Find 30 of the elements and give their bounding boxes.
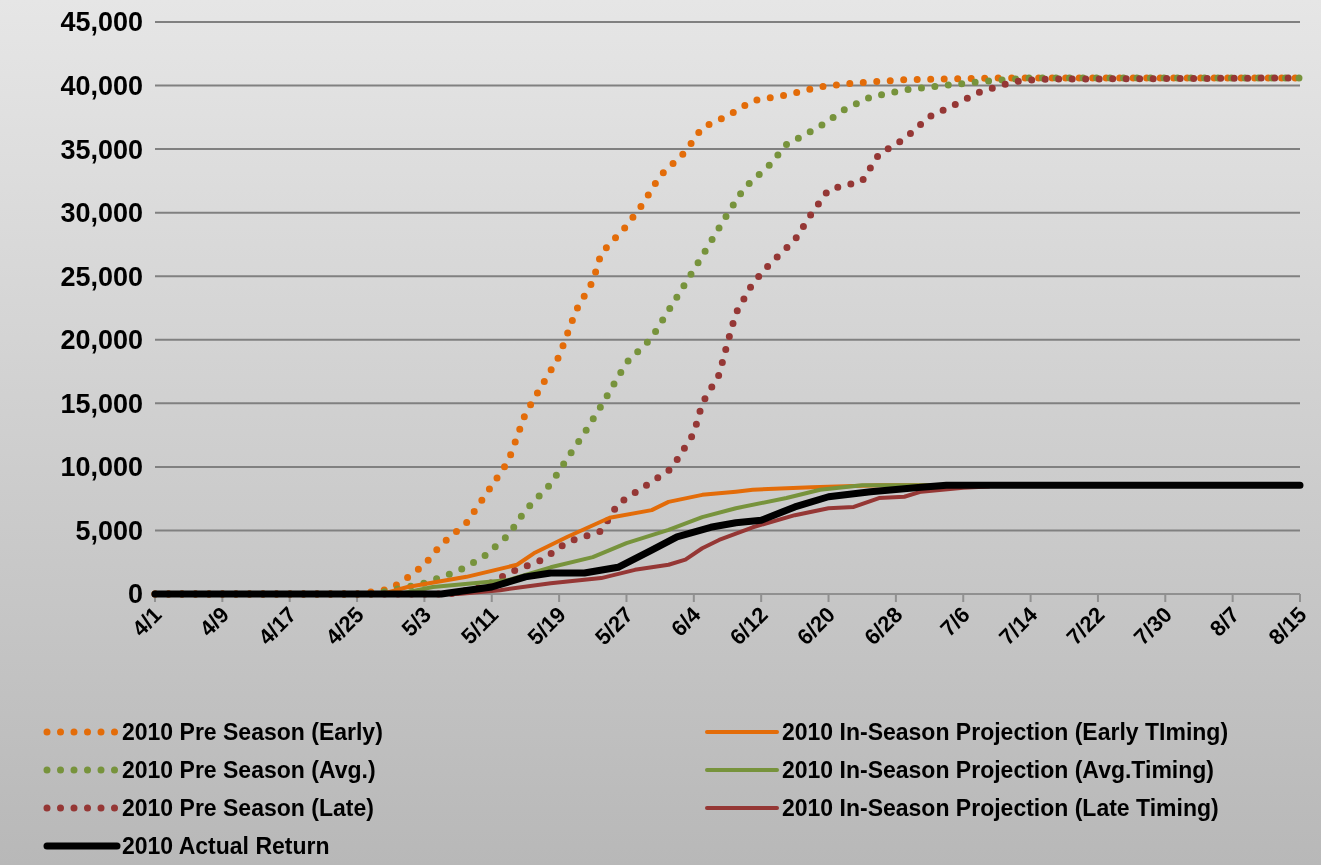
x-tick-label: 6/4 — [666, 601, 706, 642]
y-tick-label: 15,000 — [60, 388, 143, 419]
legend-label: 2010 In-Season Projection (Late Timing) — [782, 795, 1219, 822]
y-tick-label: 0 — [127, 579, 143, 610]
x-tick-label: 4/9 — [194, 601, 234, 642]
x-tick-label: 5/3 — [396, 601, 436, 642]
x-tick-label: 8/7 — [1204, 601, 1245, 642]
x-tick-label: 5/11 — [456, 601, 504, 649]
x-tick-label: 7/14 — [994, 601, 1043, 650]
legend-label: 2010 Pre Season (Early) — [122, 719, 383, 746]
y-tick-label: 20,000 — [60, 325, 143, 356]
x-tick-label: 7/22 — [1061, 601, 1110, 650]
x-tick-label: 7/30 — [1128, 601, 1177, 650]
y-tick-label: 10,000 — [60, 452, 143, 483]
legend-label: 2010 Pre Season (Late) — [122, 795, 374, 822]
legend-label: 2010 Pre Season (Avg.) — [122, 757, 376, 784]
legend-label: 2010 In-Season Projection (Avg.Timing) — [782, 757, 1214, 784]
legend-label: 2010 Actual Return — [122, 833, 330, 860]
y-tick-label: 45,000 — [60, 7, 143, 38]
y-tick-label: 5,000 — [75, 515, 143, 546]
x-tick-label: 5/19 — [522, 601, 571, 650]
x-tick-label: 6/20 — [792, 601, 841, 650]
x-tick-label: 7/6 — [935, 601, 975, 642]
legend-label: 2010 In-Season Projection (Early TIming) — [782, 719, 1229, 746]
y-tick-label: 30,000 — [60, 198, 143, 229]
y-tick-label: 25,000 — [60, 261, 143, 292]
x-tick-label: 6/12 — [724, 601, 773, 650]
y-tick-label: 35,000 — [60, 134, 143, 165]
x-tick-label: 6/28 — [859, 601, 908, 650]
y-tick-label: 40,000 — [60, 71, 143, 102]
